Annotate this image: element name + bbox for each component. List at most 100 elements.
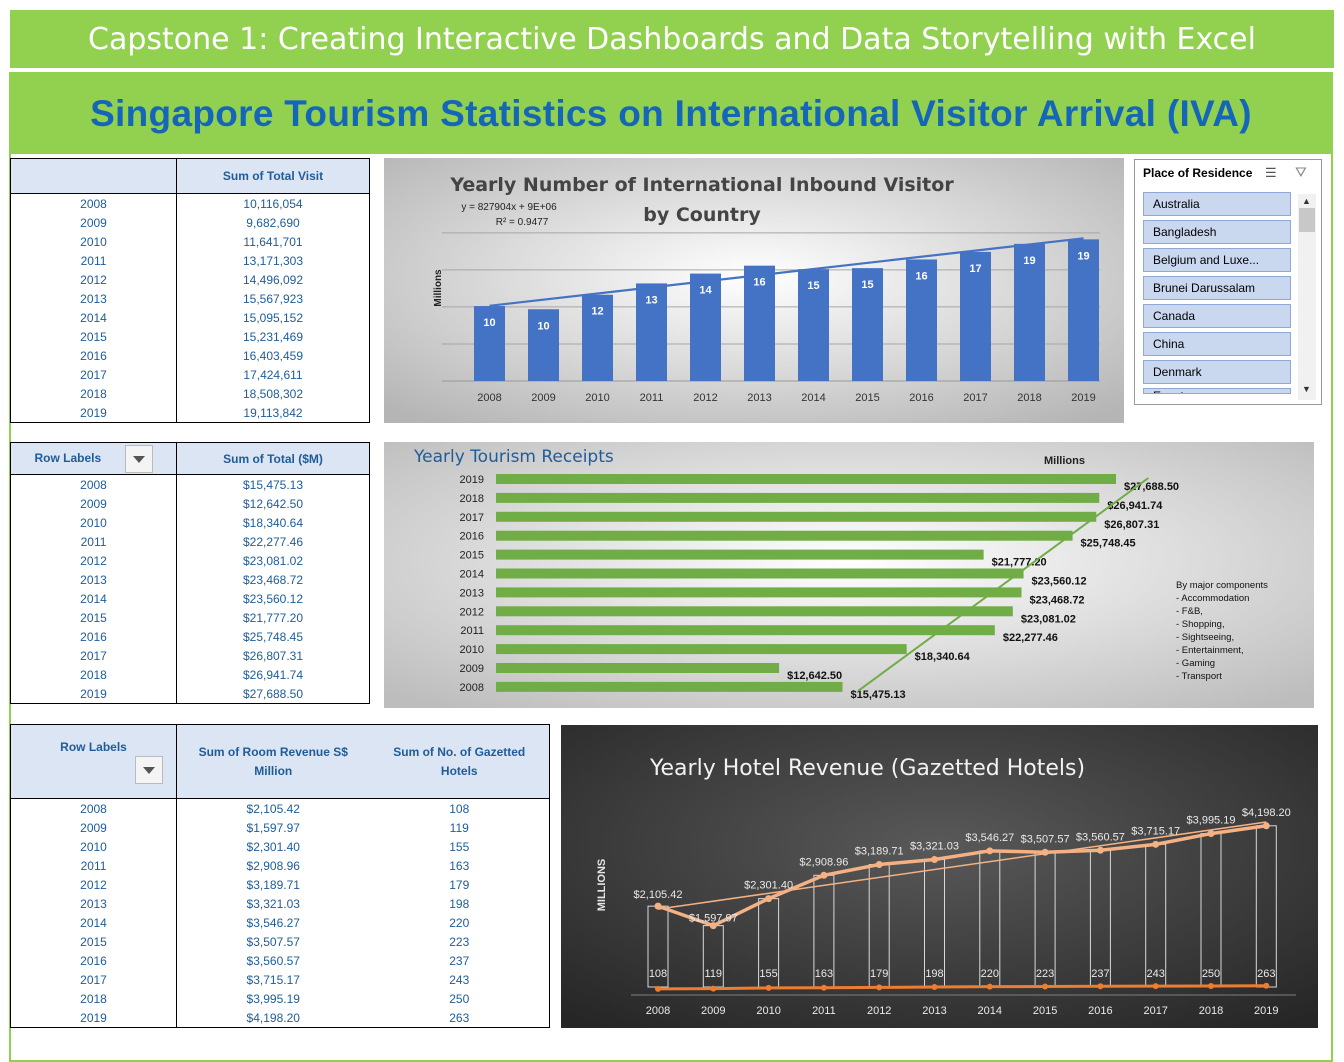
table-row[interactable]: 2010 11,641,701 (10, 232, 370, 251)
table-row[interactable]: 2013 15,567,923 (10, 289, 370, 308)
table-row[interactable]: 2015 $21,777.20 (10, 608, 370, 627)
table-row[interactable]: 2017 17,424,611 (10, 365, 370, 384)
table-row[interactable]: 2012 $3,189.71 179 (10, 875, 550, 894)
clear-filter-icon[interactable]: ⛛ (1295, 164, 1307, 180)
place-of-residence-slicer[interactable]: Place of Residence ☰ ⛛ Australia Banglade… (1134, 159, 1322, 405)
value-cell[interactable]: 155 (369, 837, 550, 856)
value-cell[interactable]: 250 (369, 989, 550, 1008)
row-label-cell[interactable]: 2015 (10, 327, 177, 346)
slicer-item[interactable]: Canada (1143, 304, 1291, 328)
value-cell[interactable]: $12,642.50 (176, 494, 370, 513)
row-label-cell[interactable]: 2016 (10, 346, 177, 365)
table-row[interactable]: 2015 15,231,469 (10, 327, 370, 346)
value-cell[interactable]: $27,688.50 (176, 684, 370, 704)
value-cell[interactable]: 10,116,054 (176, 193, 370, 213)
table-row[interactable]: 2009 $12,642.50 (10, 494, 370, 513)
row-label-cell[interactable]: 2009 (10, 818, 177, 837)
value-cell[interactable]: $4,198.20 (176, 1008, 370, 1028)
value-cell[interactable]: $2,908.96 (246, 858, 300, 873)
row-label-cell[interactable]: 2014 (10, 913, 177, 932)
row-label-cell[interactable]: 2019 (10, 1008, 177, 1028)
row-label-cell[interactable]: 2013 (10, 894, 177, 913)
pivot-table-tourism-receipts[interactable]: Row Labels Sum of Total ($M) 2008 $15,475… (10, 442, 370, 704)
value-cell[interactable]: $22,277.46 (176, 532, 370, 551)
row-label-cell[interactable]: 2008 (10, 798, 177, 818)
row-label-cell[interactable]: 2009 (10, 213, 177, 232)
pivot-table-hotel-revenue[interactable]: Row Labels Sum of Room Revenue S$ Millio… (10, 724, 550, 1028)
value-cell[interactable]: $23,468.72 (176, 570, 370, 589)
table-row[interactable]: 2017 $26,807.31 (10, 646, 370, 665)
table-row[interactable]: 2011 $22,277.46 (10, 532, 370, 551)
chart-tourism-receipts[interactable]: Yearly Tourism Receipts Millions 2008 $15… (384, 442, 1314, 708)
value-cell[interactable]: $3,321.03 (246, 896, 300, 911)
value-cell[interactable]: 163 (369, 856, 550, 875)
multi-select-icon[interactable]: ☰ (1265, 165, 1277, 180)
table-row[interactable]: 2013 $23,468.72 (10, 570, 370, 589)
value-cell[interactable]: $2,301.40 (246, 839, 300, 854)
row-label-cell[interactable]: 2009 (10, 494, 177, 513)
value-cell[interactable]: 18,508,302 (176, 384, 370, 403)
row-label-cell[interactable]: 2011 (10, 532, 177, 551)
row-label-cell[interactable]: 2010 (10, 837, 177, 856)
table-row[interactable]: 2010 $18,340.64 (10, 513, 370, 532)
value-cell[interactable]: $23,560.12 (176, 589, 370, 608)
row-label-cell[interactable]: 2013 (10, 289, 177, 308)
table-row[interactable]: 2015 $3,507.57 223 (10, 932, 550, 951)
table-row[interactable]: 2012 $23,081.02 (10, 551, 370, 570)
table-row[interactable]: 2012 14,496,092 (10, 270, 370, 289)
value-cell[interactable]: 223 (369, 932, 550, 951)
value-cell[interactable]: 220 (369, 913, 550, 932)
value-cell[interactable]: $3,715.17 (246, 972, 300, 987)
value-cell[interactable]: $3,995.19 (246, 991, 300, 1006)
chart-inbound-visitors[interactable]: Yearly Number of International Inbound V… (384, 158, 1124, 423)
value-cell[interactable]: 15,095,152 (176, 308, 370, 327)
pivot1-col2-header[interactable]: Sum of Total Visit (176, 158, 370, 194)
table-row[interactable]: 2016 $3,560.57 237 (10, 951, 550, 970)
table-row[interactable]: 2016 16,403,459 (10, 346, 370, 365)
row-label-cell[interactable]: 2012 (10, 875, 177, 894)
pivot3-col2-header[interactable]: Sum of Room Revenue S$ Million (176, 724, 370, 799)
value-cell[interactable]: 11,641,701 (176, 232, 370, 251)
table-row[interactable]: 2008 10,116,054 (10, 193, 370, 213)
value-cell[interactable]: 15,567,923 (176, 289, 370, 308)
scroll-up-icon[interactable]: ▲ (1302, 196, 1311, 206)
table-row[interactable]: 2019 $4,198.20 263 (10, 1008, 550, 1028)
table-row[interactable]: 2018 $3,995.19 250 (10, 989, 550, 1008)
value-cell[interactable]: 179 (369, 875, 550, 894)
value-cell[interactable]: $3,189.71 (246, 877, 300, 892)
row-labels-filter-dropdown[interactable] (124, 444, 153, 473)
value-cell[interactable]: 237 (369, 951, 550, 970)
row-label-cell[interactable]: 2010 (10, 513, 177, 532)
value-cell[interactable]: $2,105.42 (246, 801, 300, 816)
value-cell[interactable]: $26,807.31 (176, 646, 370, 665)
row-label-cell[interactable]: 2014 (10, 308, 177, 327)
table-row[interactable]: 2014 $3,546.27 220 (10, 913, 550, 932)
value-cell[interactable]: 17,424,611 (176, 365, 370, 384)
table-row[interactable]: 2014 15,095,152 (10, 308, 370, 327)
value-cell[interactable]: 13,171,303 (176, 251, 370, 270)
pivot1-col1-header[interactable] (10, 158, 177, 194)
value-cell[interactable]: $3,560.57 (246, 953, 300, 968)
value-cell[interactable]: 198 (369, 894, 550, 913)
row-label-cell[interactable]: 2013 (10, 570, 177, 589)
table-row[interactable]: 2010 $2,301.40 155 (10, 837, 550, 856)
pivot3-col1-header[interactable]: Row Labels (10, 724, 177, 799)
slicer-item[interactable]: Denmark (1143, 360, 1291, 384)
row-label-cell[interactable]: 2008 (10, 474, 177, 494)
slicer-scrollbar[interactable]: ▲ ▼ (1298, 194, 1316, 400)
slicer-item[interactable]: Egypt (1143, 388, 1291, 394)
value-cell[interactable]: 263 (369, 1008, 550, 1028)
row-label-cell[interactable]: 2016 (10, 627, 177, 646)
value-cell[interactable]: 119 (369, 818, 550, 837)
row-label-cell[interactable]: 2014 (10, 589, 177, 608)
value-cell[interactable]: $1,597.97 (246, 820, 300, 835)
value-cell[interactable]: $21,777.20 (176, 608, 370, 627)
scroll-thumb[interactable] (1299, 208, 1315, 232)
value-cell[interactable]: $25,748.45 (176, 627, 370, 646)
slicer-item[interactable]: Australia (1143, 192, 1291, 216)
row-label-cell[interactable]: 2008 (10, 193, 177, 213)
row-label-cell[interactable]: 2016 (10, 951, 177, 970)
value-cell[interactable]: $18,340.64 (176, 513, 370, 532)
table-row[interactable]: 2014 $23,560.12 (10, 589, 370, 608)
slicer-item[interactable]: Bangladesh (1143, 220, 1291, 244)
